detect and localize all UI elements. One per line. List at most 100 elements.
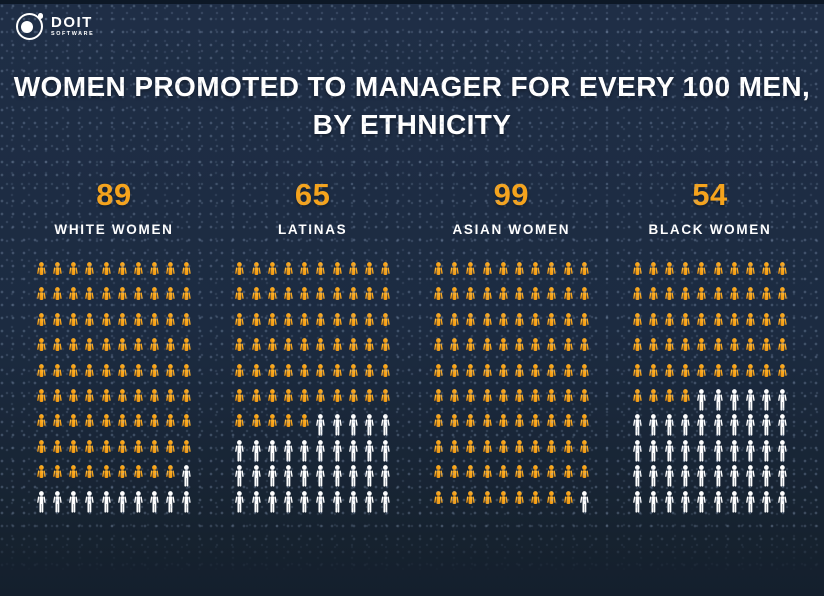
person-icon	[547, 262, 557, 284]
person-icon	[316, 262, 326, 284]
person-icon	[85, 312, 95, 335]
person-icon	[632, 465, 642, 487]
person-icon	[332, 439, 342, 462]
person-icon	[547, 414, 557, 436]
logo-subtitle: SOFTWARE	[51, 31, 95, 38]
person-icon	[166, 338, 176, 360]
person-icon	[283, 490, 293, 513]
person-icon	[150, 465, 159, 487]
person-icon	[85, 388, 95, 411]
person-icon	[547, 338, 557, 360]
person-icon	[283, 465, 293, 487]
person-icon	[316, 388, 326, 411]
person-icon	[69, 465, 78, 487]
pictogram-grid	[232, 262, 394, 513]
doit-software-logo: DOIT SOFTWARE	[16, 13, 94, 40]
group-value: 65	[294, 177, 331, 212]
person-icon	[150, 262, 159, 284]
person-icon	[150, 490, 159, 513]
person-icon	[316, 363, 326, 386]
person-icon	[267, 465, 277, 487]
person-icon	[52, 414, 62, 436]
person-icon	[133, 490, 143, 513]
person-icon	[713, 388, 723, 411]
group-label: ASIAN WOMEN	[452, 222, 571, 237]
logo-text: DOIT SOFTWARE	[51, 15, 94, 37]
person-icon	[450, 490, 460, 513]
person-icon	[482, 439, 492, 462]
person-icon	[316, 465, 326, 487]
person-icon	[52, 490, 62, 513]
person-icon	[150, 414, 159, 436]
person-icon	[531, 363, 541, 386]
person-icon	[681, 388, 691, 411]
person-icon	[762, 388, 772, 411]
person-icon	[648, 465, 658, 487]
person-icon	[251, 414, 261, 436]
person-icon	[648, 338, 658, 360]
person-icon	[348, 338, 358, 360]
person-icon	[300, 490, 309, 513]
person-icon	[434, 262, 443, 284]
person-icon	[729, 414, 739, 436]
person-icon	[450, 465, 460, 487]
person-icon	[498, 414, 508, 436]
person-icon	[547, 465, 557, 487]
chart-title-line-2: BY ETHNICITY	[312, 109, 512, 140]
person-icon	[665, 312, 674, 335]
person-icon	[36, 490, 46, 513]
person-icon	[117, 490, 127, 513]
person-icon	[36, 388, 46, 411]
person-icon	[450, 312, 460, 335]
person-icon	[101, 439, 111, 462]
group-label: BLACK WOMEN	[648, 222, 772, 237]
person-icon	[746, 465, 755, 487]
person-icon	[182, 363, 192, 386]
person-icon	[316, 312, 326, 335]
person-icon	[563, 262, 573, 284]
person-icon	[778, 439, 788, 462]
person-icon	[697, 490, 707, 513]
chart-group-black-women: 54 BLACK WOMEN	[629, 177, 791, 513]
person-icon	[713, 363, 723, 386]
person-icon	[697, 338, 707, 360]
person-icon	[101, 312, 111, 335]
person-icon	[466, 414, 476, 436]
person-icon	[332, 287, 342, 309]
person-icon	[778, 388, 788, 411]
person-icon	[778, 465, 788, 487]
person-icon	[364, 414, 374, 436]
person-icon	[85, 465, 95, 487]
person-icon	[482, 312, 492, 335]
person-icon	[300, 388, 309, 411]
pictogram-grid	[629, 262, 791, 513]
person-icon	[364, 439, 374, 462]
person-icon	[778, 312, 788, 335]
person-icon	[166, 388, 176, 411]
person-icon	[235, 414, 245, 436]
person-icon	[381, 363, 390, 386]
person-icon	[648, 439, 658, 462]
person-icon	[579, 439, 589, 462]
person-icon	[547, 312, 557, 335]
person-icon	[547, 439, 557, 462]
person-icon	[364, 338, 374, 360]
chart-groups: 89 WHITE WOMEN 65 LATINAS 99 ASIAN WOMEN 54 BLA…	[0, 177, 824, 513]
person-icon	[665, 465, 674, 487]
person-icon	[133, 414, 143, 436]
person-icon	[36, 363, 46, 386]
person-icon	[531, 490, 541, 513]
person-icon	[746, 490, 755, 513]
person-icon	[36, 414, 46, 436]
person-icon	[466, 490, 476, 513]
person-icon	[182, 490, 192, 513]
person-icon	[450, 388, 460, 411]
person-icon	[466, 363, 476, 386]
person-icon	[729, 439, 739, 462]
person-icon	[267, 287, 277, 309]
person-icon	[101, 363, 111, 386]
person-icon	[150, 363, 159, 386]
person-icon	[166, 363, 176, 386]
person-icon	[579, 388, 589, 411]
person-icon	[36, 439, 46, 462]
